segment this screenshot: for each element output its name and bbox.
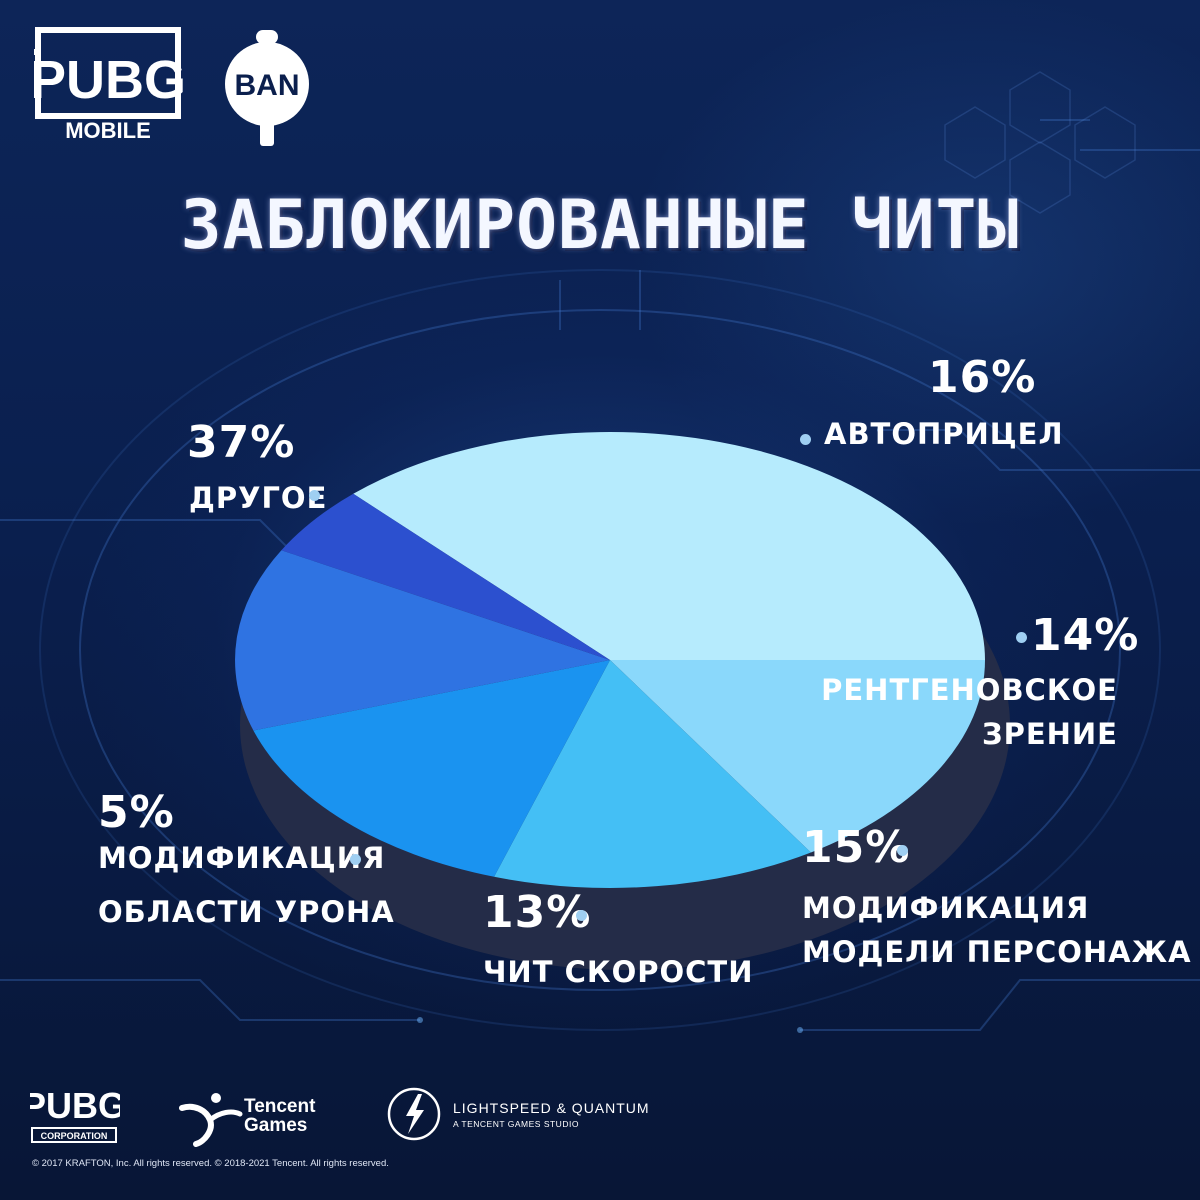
pubg-corporation-sub: CORPORATION xyxy=(41,1131,108,1141)
label-damage-dot xyxy=(350,854,361,865)
page-title: ЗАБЛОКИРОВАННЫЕ ЧИТЫ xyxy=(180,186,1020,265)
copyright-notice: © 2017 KRAFTON, Inc. All rights reserved… xyxy=(32,1158,389,1169)
ban-label: BAN xyxy=(235,69,300,102)
label-other-percent: 37% xyxy=(187,417,296,468)
slice-other xyxy=(353,432,985,660)
label-speed-dot xyxy=(576,910,587,921)
pubg-mobile-logo: PUBG MOBILE xyxy=(34,27,184,143)
label-model-percent: 15% xyxy=(802,822,911,873)
lightspeed-quantum-icon xyxy=(387,1087,441,1141)
label-other-category: ДРУГОЕ xyxy=(189,481,328,515)
tencent-logo-line2: Games xyxy=(244,1115,308,1136)
pubg-mobile-logo-subword: MOBILE xyxy=(65,118,151,143)
slice-damage-area xyxy=(281,493,610,660)
label-aimbot-category: АВТОПРИЦЕЛ xyxy=(824,417,1064,451)
lightspeed-logo-title: LIGHTSPEED & QUANTUM xyxy=(453,1100,650,1116)
label-aimbot-dot xyxy=(800,434,811,445)
label-damage-category-line1: МОДИФИКАЦИЯ xyxy=(98,841,386,875)
label-speed-percent: 13% xyxy=(483,887,592,938)
slice-speed xyxy=(235,550,610,731)
label-model-dot xyxy=(897,845,908,856)
pubg-mobile-logo-word: PUBG xyxy=(34,50,184,110)
slice-aimbot xyxy=(610,660,985,853)
tencent-logo-line1: Tencent xyxy=(244,1096,316,1117)
ban-pan-icon: BAN xyxy=(225,30,309,146)
label-other-dot xyxy=(309,490,320,501)
label-damage-percent: 5% xyxy=(98,787,175,838)
label-xray-percent: 14% xyxy=(1031,610,1140,661)
slice-model-mod xyxy=(253,660,610,877)
label-speed-category: ЧИТ СКОРОСТИ xyxy=(483,955,754,989)
slice-xray xyxy=(494,660,811,888)
lightspeed-logo-subtitle: A TENCENT GAMES STUDIO xyxy=(453,1119,579,1129)
label-xray-dot xyxy=(1016,632,1027,643)
label-damage-category-line2: ОБЛАСТИ УРОНА xyxy=(98,895,395,929)
label-xray-category-line2: ЗРЕНИЕ xyxy=(981,717,1118,751)
label-aimbot-percent: 16% xyxy=(928,352,1037,403)
label-xray-category-line1: РЕНТГЕНОВСКОЕ xyxy=(821,673,1118,707)
pubg-corporation-word: PUBG xyxy=(30,1085,120,1126)
pubg-corporation-logo: PUBG CORPORATION xyxy=(30,1085,120,1143)
label-model-category-line2: МОДЕЛИ ПЕРСОНАЖА xyxy=(802,935,1192,969)
tencent-games-icon xyxy=(179,1093,243,1147)
label-model-category-line1: МОДИФИКАЦИЯ xyxy=(802,891,1090,925)
